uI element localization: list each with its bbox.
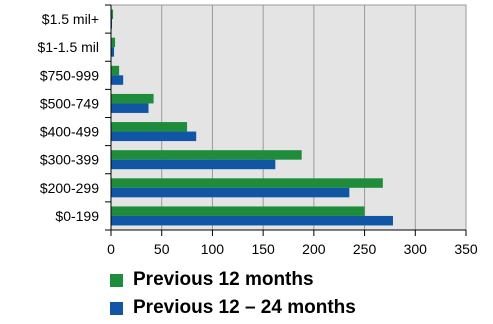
- bar: [111, 131, 197, 142]
- bar: [111, 93, 154, 104]
- legend-label: Previous 12 – 24 months: [133, 297, 356, 318]
- bar: [111, 215, 393, 226]
- category-label: $300-399: [40, 152, 99, 168]
- category-label: $200-299: [40, 180, 99, 196]
- x-tick-label: 250: [353, 241, 377, 257]
- bar: [111, 187, 350, 198]
- bar: [111, 103, 149, 113]
- category-label: $1-1.5 mil: [38, 39, 99, 55]
- bar: [111, 65, 120, 76]
- legend: Previous 12 months Previous 12 – 24 mont…: [110, 266, 356, 322]
- category-label: $500-749: [40, 95, 99, 111]
- category-label: $750-999: [40, 67, 99, 83]
- x-tick-label: 350: [454, 241, 478, 257]
- axes: $1.5 mil+ $1-1.5 mil $750-999 $500-749 $400-…: [38, 4, 478, 257]
- x-tick-label: 200: [302, 241, 326, 257]
- bar: [111, 75, 124, 85]
- category-label: $400-499: [40, 124, 99, 140]
- legend-item-previous-12-24-months: Previous 12 – 24 months: [110, 294, 356, 322]
- x-tick-label: 100: [201, 241, 225, 257]
- legend-item-previous-12-months: Previous 12 months: [110, 266, 356, 294]
- category-label: $0-199: [55, 208, 99, 224]
- bars: [111, 9, 393, 226]
- bar: [111, 159, 276, 170]
- bar: [111, 150, 302, 160]
- bar: [111, 178, 383, 188]
- x-tick-label: 0: [107, 241, 115, 257]
- bar: [111, 9, 114, 20]
- legend-swatch-green: [110, 273, 123, 287]
- x-tick-label: 150: [251, 241, 275, 257]
- x-tick-label: 50: [154, 241, 170, 257]
- x-tick-label: 300: [404, 241, 428, 257]
- bar: [111, 206, 365, 216]
- bar: [111, 19, 113, 29]
- legend-swatch-blue: [110, 301, 123, 315]
- bar: [111, 47, 115, 57]
- legend-label: Previous 12 months: [133, 269, 314, 290]
- bar: [111, 37, 116, 48]
- category-label: $1.5 mil+: [42, 11, 99, 27]
- bar: [111, 122, 188, 132]
